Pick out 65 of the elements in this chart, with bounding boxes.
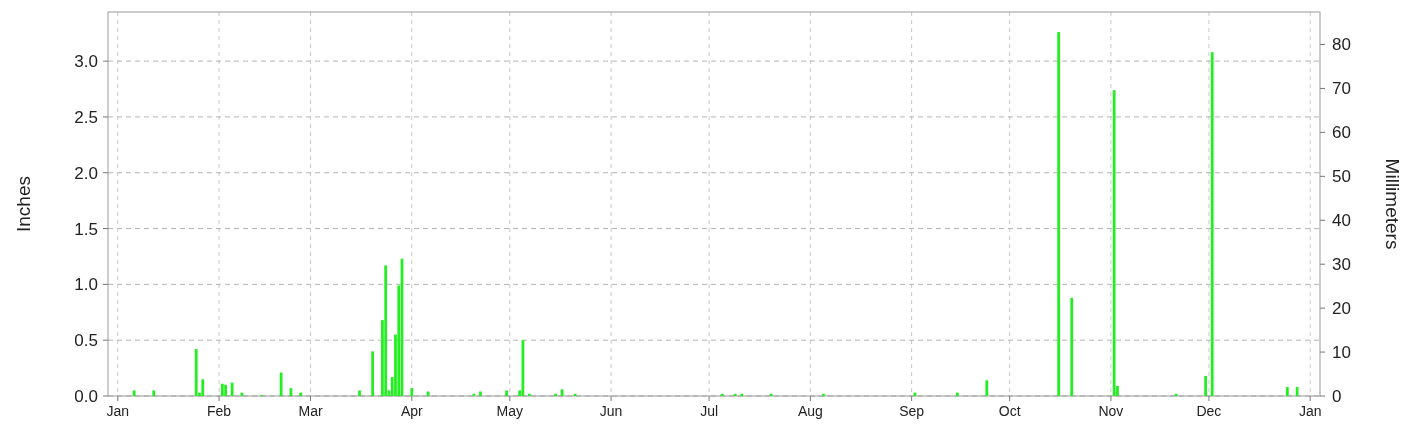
bar	[822, 393, 825, 396]
y-tick-label: 1.0	[74, 275, 98, 295]
bar	[1204, 375, 1208, 396]
bar	[1057, 32, 1061, 396]
y2-tick-label: 30	[1332, 255, 1351, 275]
x-tick-label: Aug	[797, 403, 823, 419]
y2-tick-label: 0	[1332, 386, 1342, 406]
bar	[479, 391, 482, 396]
bar	[224, 384, 227, 396]
bar	[720, 393, 724, 396]
bar	[152, 390, 156, 396]
bar	[733, 393, 737, 396]
x-tick-label: Sep	[899, 403, 925, 419]
y2-tick-label: 50	[1332, 167, 1351, 187]
x-tick-label: Jan	[106, 403, 130, 419]
x-tick-label: Jan	[1298, 403, 1322, 419]
bar	[220, 383, 224, 396]
x-tick-label: Jul	[700, 403, 719, 419]
y-tick-label: 3.0	[74, 52, 98, 72]
bar	[132, 390, 136, 396]
bar	[956, 392, 959, 396]
bar	[384, 265, 388, 396]
y2-axis-title: Millimeters	[1382, 158, 1403, 250]
y2-tick-label: 70	[1332, 79, 1351, 99]
bar	[358, 390, 361, 396]
y-tick-label: 2.0	[74, 163, 98, 183]
bar	[299, 392, 303, 396]
bar	[1210, 52, 1214, 396]
y-tick-label: 2.5	[74, 107, 98, 127]
bar	[1070, 297, 1074, 396]
y2-tick-label: 20	[1332, 299, 1351, 319]
bar	[230, 382, 234, 396]
x-tick-label: Oct	[998, 403, 1021, 419]
x-tick-label: May	[496, 403, 524, 419]
y2-tick-label: 60	[1332, 123, 1351, 143]
x-tick-label: Feb	[207, 403, 232, 419]
y-axis-title: Inches	[13, 176, 34, 232]
bar	[194, 349, 198, 396]
bar	[528, 393, 531, 396]
bar	[371, 351, 374, 396]
bar	[769, 393, 773, 396]
x-tick-label: Mar	[298, 403, 323, 419]
bar	[985, 380, 989, 396]
bar	[573, 393, 577, 396]
y2-tick-label: 80	[1332, 35, 1351, 55]
bar	[410, 388, 414, 396]
bar	[505, 390, 508, 396]
bar	[1112, 90, 1116, 396]
bar	[279, 372, 283, 396]
x-tick-label: Jun	[599, 403, 623, 419]
x-tick-label: Nov	[1098, 403, 1124, 419]
x-tick-label: Dec	[1196, 403, 1222, 419]
bar	[740, 393, 744, 396]
bar	[554, 393, 557, 396]
x-tick-label: Apr	[400, 403, 424, 419]
y2-tick-label: 40	[1332, 211, 1351, 231]
y-tick-label: 0.5	[74, 331, 98, 351]
bar	[426, 391, 430, 396]
bar	[1295, 387, 1299, 396]
bar	[201, 379, 205, 396]
y2-tick-label: 10	[1332, 343, 1351, 363]
bar	[1174, 393, 1178, 396]
y-tick-label: 1.5	[74, 219, 98, 239]
y-tick-label: 0.0	[74, 386, 98, 406]
bar	[1285, 387, 1289, 396]
